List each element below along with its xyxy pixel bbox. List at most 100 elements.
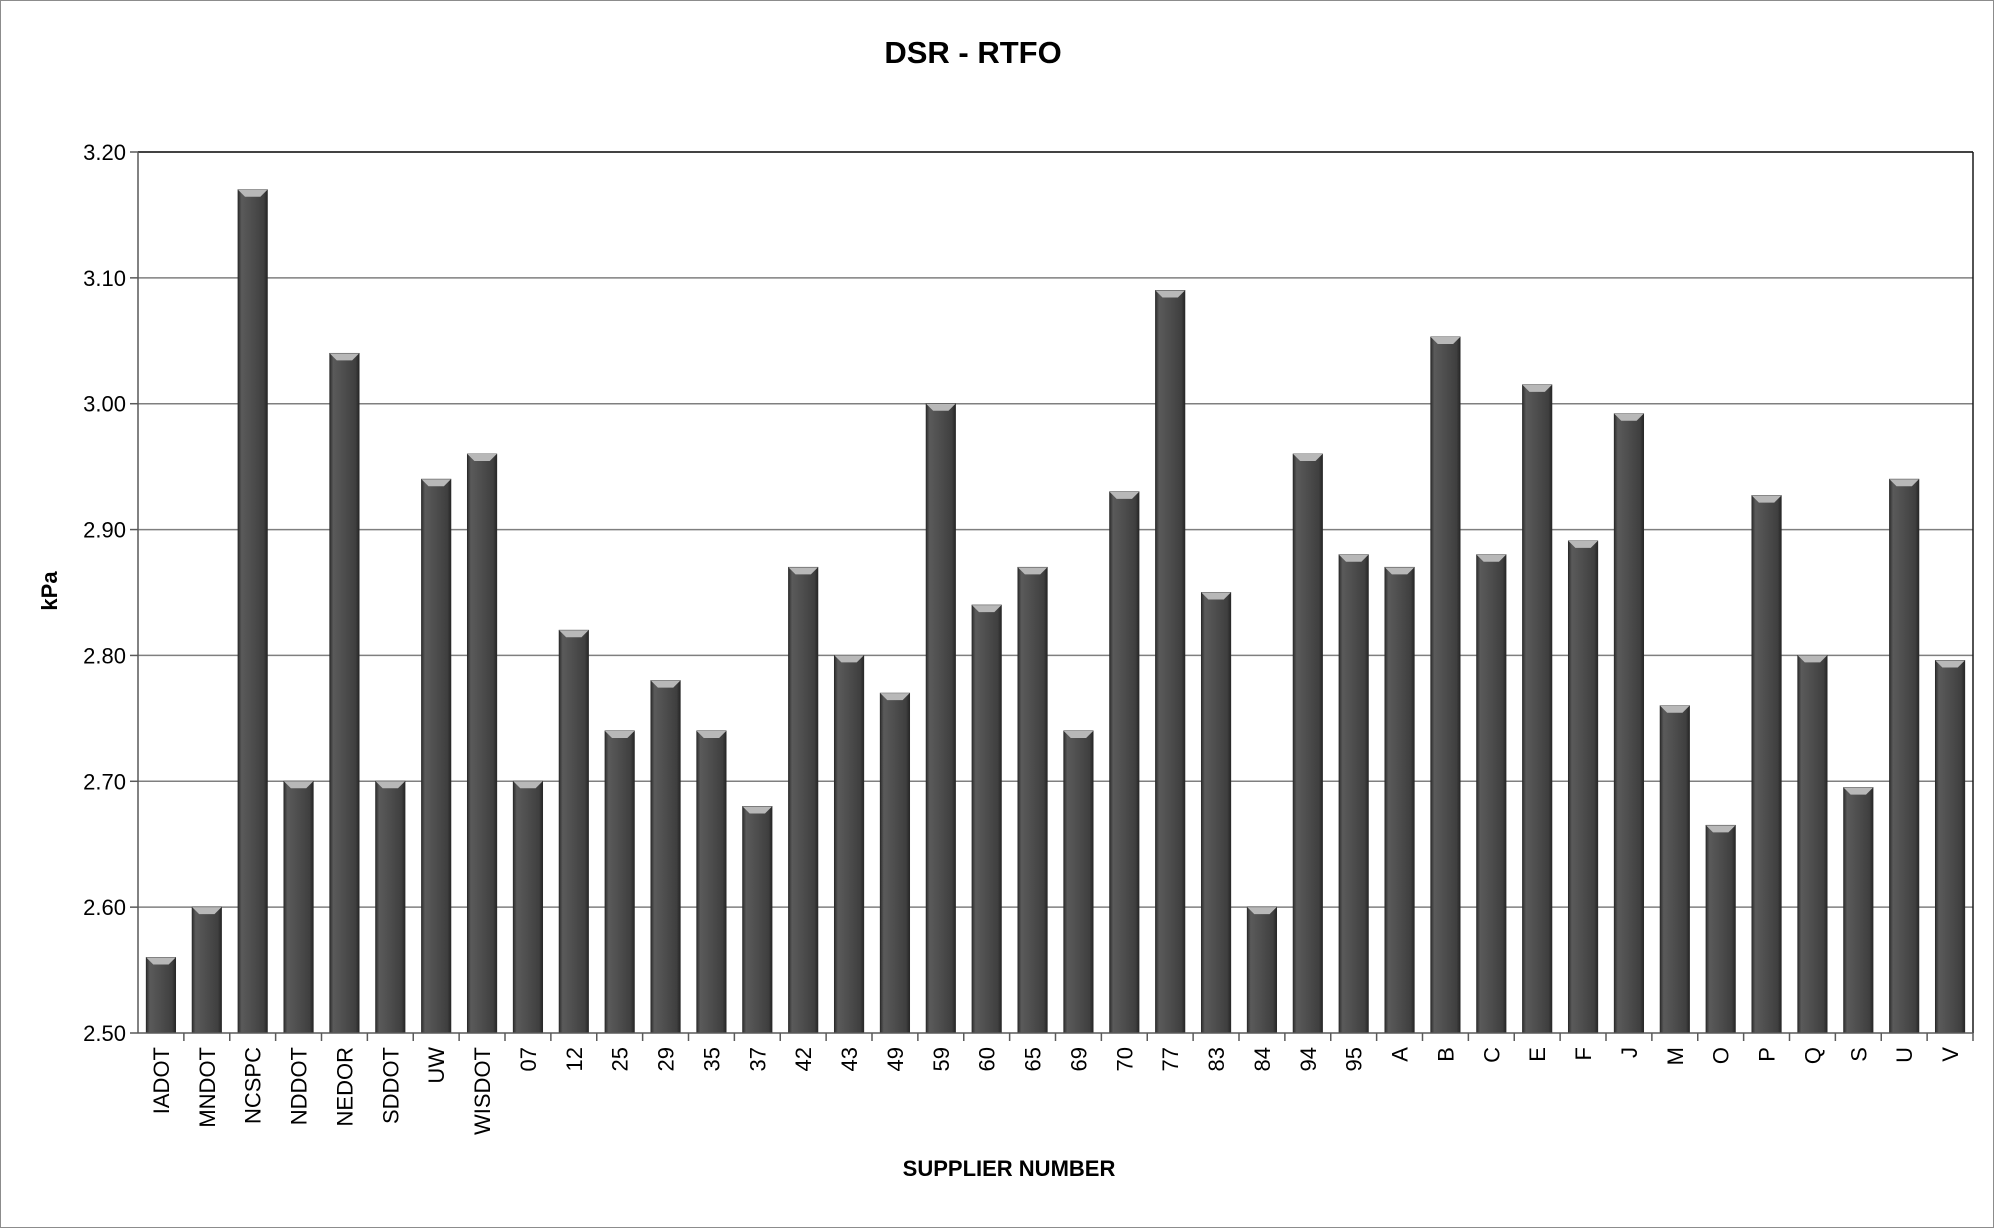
- bar-bevel: [1201, 592, 1231, 600]
- x-tick-label: 77: [1158, 1047, 1183, 1071]
- bar: [1705, 824, 1736, 1034]
- bar-A: [1384, 566, 1415, 1034]
- bar: [1659, 705, 1690, 1034]
- bar: [1109, 491, 1140, 1034]
- bar-bevel: [880, 693, 910, 701]
- bar-IADOT: [145, 957, 177, 1034]
- bar-WISDOT: [466, 453, 498, 1034]
- x-tick-label: MNDOT: [195, 1047, 220, 1128]
- bar-bevel: [650, 680, 681, 688]
- x-tick-label: 59: [929, 1047, 954, 1071]
- bar-UW: [421, 478, 452, 1034]
- bar: [1613, 413, 1645, 1034]
- bar: [283, 780, 314, 1034]
- bar-S: [1843, 787, 1874, 1034]
- bar-NEDOR: [329, 352, 360, 1034]
- bar-42: [788, 566, 819, 1034]
- bar-bevel: [1843, 787, 1873, 795]
- bar-bevel: [1706, 825, 1736, 833]
- bar-MNDOT: [191, 906, 222, 1034]
- bar: [696, 730, 727, 1034]
- bar: [879, 692, 911, 1034]
- x-tick-label: Q: [1800, 1047, 1825, 1064]
- bar-P: [1751, 495, 1782, 1034]
- bar-bevel: [192, 907, 222, 915]
- x-tick-label: 60: [975, 1047, 1000, 1071]
- bar: [1063, 730, 1094, 1034]
- bar-43: [833, 655, 865, 1034]
- bar-bevel: [1384, 567, 1415, 575]
- x-tick-label: NDDOT: [287, 1047, 312, 1125]
- bar-bevel: [329, 353, 360, 361]
- bar-bevel: [742, 806, 772, 814]
- bar: [237, 189, 268, 1034]
- y-tick-label: 2.60: [83, 895, 126, 920]
- bar-77: [1155, 290, 1186, 1034]
- bar-59: [925, 403, 956, 1034]
- bar: [375, 780, 406, 1034]
- x-tick-label: SDDOT: [378, 1047, 403, 1124]
- x-tick-label: NEDOR: [332, 1047, 357, 1126]
- bar: [1292, 453, 1323, 1034]
- x-tick-label: 65: [1021, 1047, 1046, 1071]
- x-tick-label: 25: [608, 1047, 633, 1071]
- y-tick-labels: 2.50 2.60 2.70 2.80 2.90 3.00 3.10 3.20: [83, 140, 126, 1046]
- bar-M: [1659, 705, 1690, 1034]
- bar: [1522, 384, 1553, 1034]
- bar: [145, 957, 177, 1034]
- bar-29: [650, 680, 681, 1034]
- bar-bevel: [1889, 479, 1919, 487]
- x-tick-label: 84: [1250, 1047, 1275, 1071]
- x-tick-label: 70: [1112, 1047, 1137, 1071]
- bar-bevel: [513, 781, 543, 789]
- x-tick-label: 95: [1342, 1047, 1367, 1071]
- x-tick-label: B: [1433, 1047, 1458, 1062]
- bar: [604, 730, 635, 1034]
- bar: [833, 655, 865, 1034]
- bar-bevel: [146, 957, 176, 965]
- bar-bevel: [1247, 907, 1277, 915]
- x-tick-label: 94: [1296, 1047, 1321, 1071]
- y-tick-label: 2.70: [83, 769, 126, 794]
- x-tick-label: NCSPC: [241, 1047, 266, 1124]
- y-tick-label: 3.00: [83, 392, 126, 417]
- bar-37: [742, 806, 773, 1034]
- bar: [1338, 554, 1369, 1034]
- x-tick-label: A: [1388, 1047, 1413, 1062]
- bar: [1751, 495, 1782, 1034]
- bar-bevel: [467, 454, 497, 462]
- bar-bevel: [1293, 454, 1323, 462]
- x-tick-label: E: [1525, 1047, 1550, 1062]
- bar: [512, 780, 544, 1034]
- bar-07: [512, 780, 544, 1034]
- x-tick-label: 42: [791, 1047, 816, 1071]
- x-tick-label: WISDOT: [470, 1047, 495, 1135]
- x-tick-label: 29: [654, 1047, 679, 1071]
- bar-NDDOT: [283, 780, 314, 1034]
- bar: [1384, 566, 1415, 1034]
- bar: [191, 906, 222, 1034]
- bar-bevel: [834, 655, 864, 663]
- x-tick-label: UW: [424, 1047, 449, 1084]
- bar-bevel: [1797, 655, 1828, 663]
- x-tick-label: 35: [699, 1047, 724, 1071]
- bar-U: [1889, 478, 1920, 1034]
- bar: [1430, 336, 1461, 1034]
- bar-84: [1246, 906, 1278, 1034]
- x-tick-label: V: [1938, 1047, 1963, 1062]
- bar-bevel: [605, 730, 635, 738]
- bar: [1155, 290, 1186, 1034]
- x-tick-label: IADOT: [149, 1047, 174, 1114]
- bar-bevel: [559, 630, 589, 638]
- y-tick-label: 2.50: [83, 1021, 126, 1046]
- bar: [788, 566, 819, 1034]
- bar: [421, 478, 452, 1034]
- x-tick-label: 83: [1204, 1047, 1229, 1071]
- bar-bevel: [788, 567, 818, 575]
- bar: [1797, 655, 1828, 1034]
- x-tick-label: M: [1663, 1047, 1688, 1065]
- x-tick-label: 43: [837, 1047, 862, 1071]
- bar-O: [1705, 824, 1736, 1034]
